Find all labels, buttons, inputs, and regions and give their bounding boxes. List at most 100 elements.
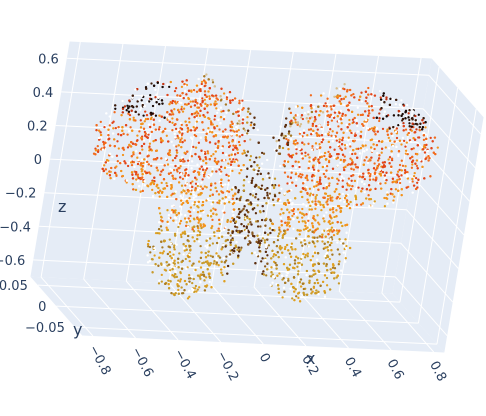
data-point bbox=[333, 148, 336, 151]
data-point bbox=[175, 149, 178, 152]
data-point bbox=[204, 136, 207, 139]
data-point bbox=[180, 105, 183, 109]
data-point bbox=[182, 247, 186, 250]
data-point bbox=[309, 192, 312, 195]
data-point bbox=[301, 173, 304, 176]
data-point bbox=[180, 101, 183, 105]
data-point bbox=[175, 145, 178, 148]
data-point bbox=[308, 208, 311, 211]
data-point bbox=[279, 164, 282, 168]
data-point bbox=[179, 233, 183, 236]
data-point bbox=[266, 233, 270, 236]
data-point bbox=[139, 108, 142, 111]
data-point bbox=[137, 113, 140, 116]
data-point bbox=[354, 134, 357, 137]
data-point bbox=[436, 146, 439, 149]
data-point bbox=[332, 106, 335, 109]
data-point bbox=[172, 113, 175, 116]
data-point bbox=[272, 255, 275, 258]
data-point bbox=[158, 119, 161, 122]
data-point bbox=[180, 145, 183, 149]
data-point bbox=[95, 124, 98, 127]
data-point bbox=[319, 109, 322, 113]
data-point bbox=[146, 101, 149, 104]
data-point bbox=[160, 181, 163, 185]
data-point bbox=[272, 184, 276, 187]
data-point bbox=[218, 168, 221, 171]
data-point bbox=[233, 208, 236, 211]
data-point bbox=[213, 234, 216, 238]
data-point bbox=[342, 159, 346, 162]
data-point bbox=[247, 223, 250, 226]
data-point bbox=[303, 256, 307, 259]
data-point bbox=[147, 100, 151, 103]
data-point bbox=[151, 271, 154, 274]
data-point bbox=[397, 189, 400, 192]
data-point bbox=[392, 180, 395, 183]
data-point bbox=[235, 240, 238, 244]
data-point bbox=[395, 98, 398, 102]
data-point bbox=[252, 189, 255, 193]
data-point bbox=[196, 205, 199, 208]
data-point bbox=[394, 188, 398, 191]
data-point bbox=[202, 223, 205, 226]
data-point bbox=[368, 188, 372, 192]
data-point bbox=[204, 102, 207, 106]
data-point bbox=[170, 256, 173, 260]
data-point bbox=[345, 199, 349, 202]
data-point bbox=[270, 257, 273, 260]
data-point bbox=[227, 231, 230, 235]
data-point bbox=[266, 262, 269, 265]
data-point bbox=[275, 263, 278, 267]
data-point bbox=[208, 87, 211, 90]
data-point bbox=[219, 106, 223, 109]
data-point bbox=[319, 203, 322, 206]
data-point bbox=[214, 94, 218, 97]
data-point bbox=[186, 225, 190, 228]
data-point bbox=[326, 269, 329, 272]
data-point bbox=[194, 189, 197, 192]
data-point bbox=[216, 111, 219, 115]
data-point bbox=[195, 290, 198, 293]
data-point bbox=[187, 174, 190, 177]
data-point bbox=[169, 153, 172, 157]
data-point bbox=[417, 178, 420, 181]
data-point bbox=[252, 168, 255, 171]
data-point bbox=[192, 217, 196, 220]
data-point bbox=[211, 225, 214, 228]
data-point bbox=[329, 228, 333, 232]
data-point bbox=[286, 141, 289, 144]
data-point bbox=[391, 144, 395, 147]
data-point bbox=[243, 237, 247, 240]
data-point bbox=[330, 238, 334, 241]
data-point bbox=[327, 184, 331, 187]
data-point bbox=[292, 212, 296, 216]
data-point bbox=[158, 279, 161, 282]
data-point bbox=[334, 135, 337, 138]
data-point bbox=[207, 250, 210, 253]
data-point bbox=[224, 103, 228, 106]
grid-line-z-back bbox=[50, 158, 413, 177]
data-point bbox=[203, 115, 206, 119]
data-point bbox=[210, 121, 213, 125]
data-point bbox=[400, 159, 403, 162]
data-point bbox=[172, 204, 175, 207]
data-point bbox=[215, 258, 219, 261]
data-point bbox=[141, 101, 144, 105]
data-point bbox=[305, 174, 309, 177]
data-point bbox=[198, 88, 201, 91]
data-point bbox=[337, 179, 340, 182]
data-point bbox=[382, 94, 385, 97]
data-point bbox=[222, 243, 225, 247]
data-point bbox=[205, 162, 208, 165]
data-point bbox=[199, 185, 202, 188]
data-point bbox=[365, 148, 368, 151]
data-point bbox=[189, 244, 192, 248]
data-point bbox=[389, 97, 392, 101]
data-point bbox=[293, 290, 296, 293]
data-point bbox=[158, 114, 161, 117]
data-point bbox=[290, 122, 293, 126]
data-point bbox=[161, 190, 164, 194]
